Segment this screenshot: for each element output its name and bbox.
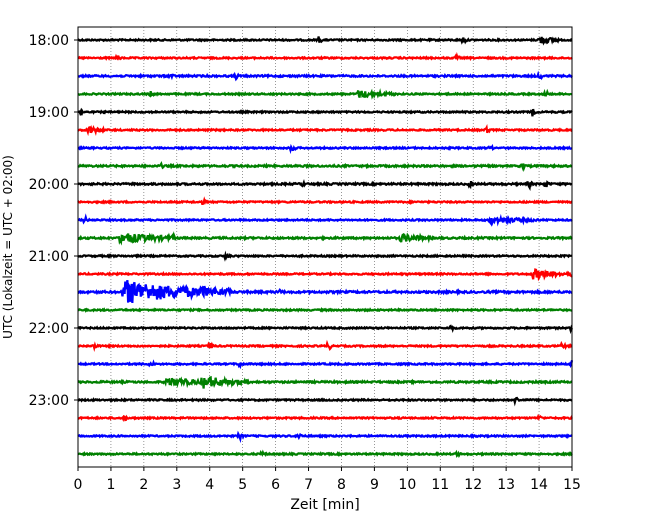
trace-2030 [77,213,573,228]
y-tick-label: 20:00 [29,177,69,193]
x-tick-label: 1 [106,477,115,493]
x-tick-label: 9 [370,477,379,493]
trace-1900 [77,107,573,117]
trace-1930 [77,143,573,155]
x-tick-label: 10 [398,477,416,493]
trace-2300 [77,396,573,407]
trace-2315 [77,413,573,423]
y-axis-label: UTC (Lokalzeit = UTC + 02:00) [1,155,15,339]
seismogram-traces [77,36,574,459]
x-tick-label: 4 [205,477,214,493]
trace-2200 [77,324,574,335]
y-axis-ticks: 18:00 19:00 20:00 21:00 22:00 23:00 [29,33,78,409]
x-tick-label: 5 [238,477,247,493]
x-tick-label: 8 [337,477,346,493]
trace-2000 [77,179,573,192]
x-gridlines [110,27,540,467]
y-tick-label: 21:00 [29,249,69,265]
trace-1800 [77,36,573,46]
y-tick-label: 19:00 [29,105,69,121]
trace-2045 [77,231,573,246]
x-axis-ticks: 0 1 2 3 4 5 6 7 8 9 10 11 12 13 14 15 [74,467,581,493]
x-tick-label: 13 [497,477,515,493]
x-tick-label: 7 [304,477,313,493]
x-tick-label: 0 [74,477,83,493]
trace-1815 [77,51,573,62]
trace-2130 [77,279,573,303]
trace-2330 [77,430,573,444]
y-tick-label: 23:00 [29,393,69,409]
x-tick-label: 6 [271,477,280,493]
y-tick-label: 18:00 [29,33,69,49]
x-tick-label: 15 [563,477,581,493]
y-tick-label: 22:00 [29,321,69,337]
plot-frame [77,26,573,468]
x-tick-label: 12 [464,477,482,493]
trace-2115 [77,268,573,282]
trace-2230 [77,359,574,370]
trace-2345 [77,449,573,459]
trace-2215 [77,339,573,353]
x-axis-label: Zeit [min] [290,497,359,513]
x-tick-label: 14 [530,477,548,493]
trace-2245 [77,375,573,389]
trace-1845 [77,88,573,100]
trace-1830 [77,70,573,82]
trace-2015 [77,196,573,206]
x-tick-label: 3 [172,477,181,493]
trace-1915 [77,123,573,137]
trace-1945 [77,161,573,173]
trace-2145 [77,307,573,313]
x-tick-label: 2 [139,477,148,493]
trace-2100 [77,250,573,262]
x-tick-label: 11 [431,477,449,493]
